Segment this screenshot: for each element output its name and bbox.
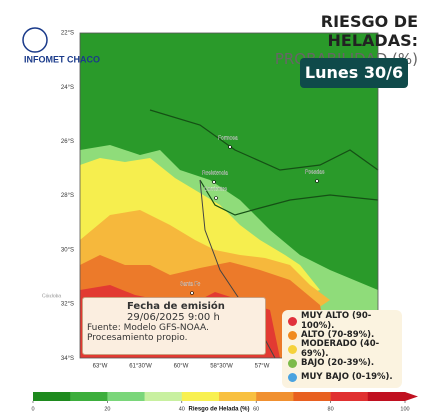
- city-label: Resistencia: [202, 170, 228, 176]
- logo-text: INFOMET CHACO: [24, 54, 100, 64]
- city-dot: [214, 196, 218, 200]
- colorbar-segment: [70, 392, 108, 401]
- colorbar-segment: [107, 392, 145, 401]
- colorbar-arrow: [405, 392, 418, 401]
- lon-label: 63°W: [93, 364, 108, 370]
- colorbar-tick-label: 0: [31, 406, 34, 412]
- legend-swatch: [288, 372, 297, 382]
- colorbar-tick-label: 100: [400, 406, 409, 412]
- legend-swatch: [288, 316, 297, 326]
- legend-item: MODERADO (40-69%).: [288, 339, 396, 359]
- lat-label: 24°S: [61, 85, 74, 91]
- issue-box: Fecha de emisión 29/06/2025 9:00 h Fuent…: [82, 297, 266, 355]
- colorbar-tick-label: 20: [104, 406, 110, 412]
- city-label: Corrientes: [204, 186, 228, 192]
- legend-label: ALTO (70-89%).: [301, 330, 375, 340]
- legend-item: ALTO (70-89%).: [288, 328, 396, 342]
- lon-label: 58°30'W: [210, 364, 233, 370]
- legend-label: MODERADO (40-69%).: [301, 339, 380, 359]
- lon-label: 60°W: [174, 364, 189, 370]
- city-dot: [212, 180, 216, 184]
- city-label: Posadas: [305, 169, 325, 175]
- lon-label: 61°30'W: [129, 364, 152, 370]
- legend-label: MUY ALTO (90-100%).: [301, 311, 372, 331]
- lat-label: 32°S: [61, 302, 74, 308]
- day-badge: Lunes 30/6: [300, 58, 408, 88]
- border: [199, 179, 379, 216]
- city-label: Formosa: [218, 135, 238, 141]
- legend-label: MUY BAJO (0-19%).: [301, 372, 393, 382]
- colorbar-segment: [256, 392, 294, 401]
- legend-swatch: [288, 358, 297, 368]
- city-dot: [228, 145, 232, 149]
- legend-item: BAJO (20-39%).: [288, 356, 396, 370]
- legend-swatch: [288, 330, 297, 340]
- lat-label: 30°S: [61, 247, 74, 253]
- colorbar-segment: [181, 392, 220, 401]
- issue-source: Fuente: Modelo GFS-NOAA. Procesamiento p…: [87, 323, 209, 343]
- city-dot: [315, 179, 319, 183]
- legend-label: BAJO (20-39%).: [301, 358, 375, 368]
- colorbar-segment: [219, 392, 257, 401]
- logo-icon: [22, 27, 48, 53]
- colorbar-segment: [330, 392, 369, 401]
- colorbar-segment: [144, 392, 183, 401]
- colorbar-segment: [293, 392, 331, 401]
- border: [149, 109, 379, 171]
- city-label: Santa Fe: [180, 281, 201, 287]
- map-frame: [79, 32, 379, 359]
- title: RIESGO DE HELADAS:: [320, 12, 418, 50]
- colorbar-segment: [367, 392, 406, 401]
- legend: MUY ALTO (90-100%). ALTO (70-89%). MODERAD…: [282, 310, 402, 388]
- colorbar-tick-label: 80: [328, 406, 334, 412]
- legend-item: MUY ALTO (90-100%).: [288, 311, 396, 331]
- lon-label: 57°W: [255, 364, 270, 370]
- legend-swatch: [288, 344, 297, 354]
- colorbar-tick-label: 40: [179, 406, 185, 412]
- legend-item: MUY BAJO (0-19%).: [288, 370, 396, 384]
- issue-date: 29/06/2025 9:00 h: [127, 312, 220, 323]
- lat-label: 22°S: [61, 31, 74, 37]
- colorbar-segment: [33, 392, 71, 401]
- lat-label: 28°S: [61, 193, 74, 199]
- lat-label: 34°S: [61, 356, 74, 362]
- lat-label: 26°S: [61, 139, 74, 145]
- city-dot: [190, 291, 194, 295]
- issue-heading: Fecha de emisión: [127, 301, 225, 312]
- colorbar-label: Riesgo de Helada (%): [188, 407, 249, 413]
- colorbar-tick-label: 60: [253, 406, 259, 412]
- city-label: Córdoba: [42, 293, 61, 299]
